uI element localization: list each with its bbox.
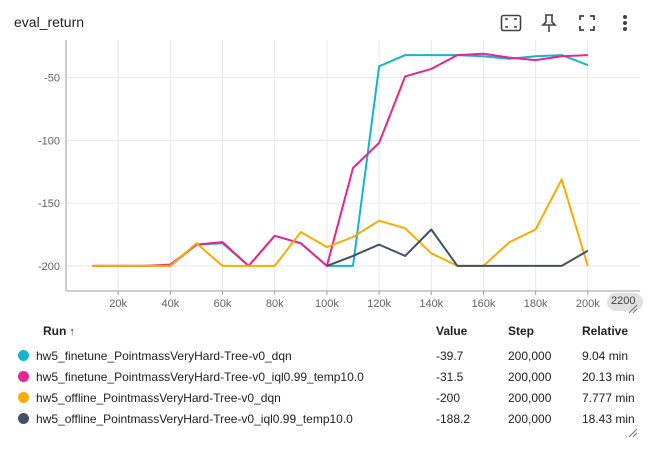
x-tick-label: 200k [576, 298, 600, 310]
more-vert-icon [623, 15, 627, 31]
fullscreen-button[interactable] [571, 10, 603, 36]
x-tick-label: 80k [266, 298, 284, 310]
y-tick-label: -150 [38, 198, 60, 210]
runs-table-header: Run ↑ Value Step Relative [14, 322, 642, 346]
series-line[interactable] [92, 54, 589, 267]
runs-table: Run ↑ Value Step Relative hw5_finetune_Po… [14, 322, 642, 430]
run-value: -31.5 [436, 370, 464, 384]
value-column-header[interactable]: Value [436, 324, 468, 338]
run-name-cell: hw5_finetune_PointmassVeryHard-Tree-v0_d… [14, 346, 432, 367]
run-name: hw5_offline_PointmassVeryHard-Tree-v0_dq… [36, 391, 281, 405]
run-color-dot[interactable] [18, 350, 29, 361]
chart-resize-handle-icon[interactable] [628, 304, 638, 314]
run-color-dot[interactable] [18, 371, 29, 382]
run-name: hw5_finetune_PointmassVeryHard-Tree-v0_d… [36, 349, 292, 363]
x-tick-label: 160k [472, 298, 496, 310]
x-tick-label: 140k [419, 298, 443, 310]
x-axis-last-tick-label: 2200 [611, 295, 636, 307]
series-line[interactable] [92, 178, 589, 267]
run-column-header[interactable]: Run ↑ [43, 324, 75, 338]
step-column-header[interactable]: Step [508, 324, 535, 338]
run-row[interactable]: hw5_finetune_PointmassVeryHard-Tree-v0_d… [14, 346, 642, 367]
run-relative: 18.43 min [582, 412, 635, 426]
relative-column-header[interactable]: Relative [582, 324, 629, 338]
x-tick-label: 20k [109, 298, 127, 310]
fit-domain-button[interactable] [495, 10, 527, 36]
run-value: -39.7 [436, 349, 464, 363]
x-tick-label: 180k [524, 298, 548, 310]
run-step: 200,000 [508, 370, 552, 384]
x-tick-label: 60k [214, 298, 232, 310]
table-resize-handle-icon[interactable] [628, 428, 638, 438]
card-title: eval_return [14, 14, 85, 30]
pin-icon [541, 14, 557, 32]
x-axis-last-tick-chip [607, 293, 643, 311]
run-row[interactable]: hw5_offline_PointmassVeryHard-Tree-v0_dq… [14, 388, 642, 409]
run-step: 200,000 [508, 391, 552, 405]
run-relative: 7.777 min [582, 391, 635, 405]
series-line[interactable] [326, 228, 589, 267]
sort-ascending-icon: ↑ [69, 326, 75, 338]
fit-domain-icon [500, 14, 522, 32]
run-relative: 9.04 min [582, 349, 629, 363]
x-tick-label: 120k [367, 298, 391, 310]
run-name-cell: hw5_offline_PointmassVeryHard-Tree-v0_iq… [14, 409, 432, 430]
pin-button[interactable] [533, 10, 565, 36]
card-toolbar [495, 10, 641, 36]
y-tick-label: -100 [38, 135, 60, 147]
run-row[interactable]: hw5_offline_PointmassVeryHard-Tree-v0_iq… [14, 409, 642, 430]
fullscreen-icon [579, 15, 595, 31]
run-row[interactable]: hw5_finetune_PointmassVeryHard-Tree-v0_i… [14, 367, 642, 388]
y-tick-label: -200 [38, 261, 60, 273]
run-name: hw5_offline_PointmassVeryHard-Tree-v0_iq… [36, 412, 353, 426]
run-color-dot[interactable] [18, 392, 29, 403]
run-name-cell: hw5_finetune_PointmassVeryHard-Tree-v0_i… [14, 367, 432, 388]
run-name-cell: hw5_offline_PointmassVeryHard-Tree-v0_dq… [14, 388, 432, 409]
run-step: 200,000 [508, 412, 552, 426]
x-tick-label: 40k [161, 298, 179, 310]
run-value: -200 [436, 391, 461, 405]
series-line[interactable] [92, 52, 588, 267]
y-tick-label: -50 [44, 73, 60, 85]
run-color-dot[interactable] [18, 413, 29, 424]
run-step: 200,000 [508, 349, 552, 363]
line-chart[interactable]: -50 -100 -150 -200 20k 40k 60k 80k 100k 120k 140k 1… [0, 40, 653, 315]
run-name: hw5_finetune_PointmassVeryHard-Tree-v0_i… [36, 370, 364, 384]
run-relative: 20.13 min [582, 370, 635, 384]
more-menu-button[interactable] [609, 10, 641, 36]
run-value: -188.2 [436, 412, 471, 426]
x-tick-label: 100k [315, 298, 339, 310]
